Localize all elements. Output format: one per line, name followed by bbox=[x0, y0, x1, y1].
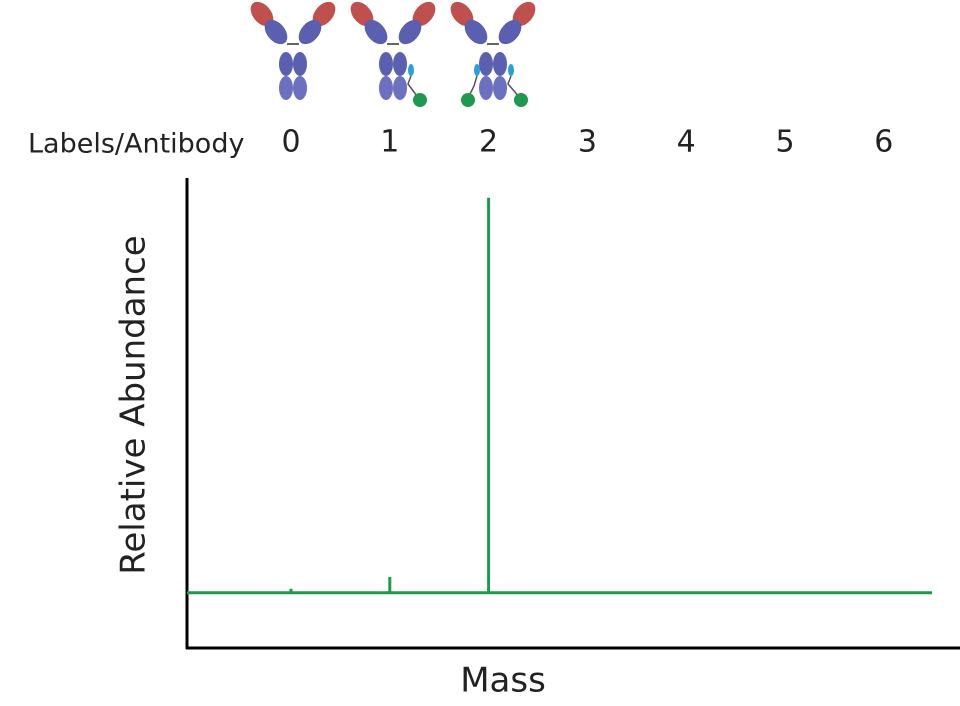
x-tick-label: 3 bbox=[578, 125, 597, 160]
label-dot bbox=[413, 93, 427, 107]
label-dot bbox=[514, 93, 528, 107]
antibody-icon bbox=[245, 0, 341, 102]
x-tick-label: 1 bbox=[380, 125, 399, 160]
linker bbox=[474, 64, 480, 76]
antibody-illustrations bbox=[245, 0, 541, 107]
x-tick-label: 4 bbox=[677, 125, 696, 160]
linker bbox=[408, 64, 414, 76]
x-tick-label: 0 bbox=[281, 125, 300, 160]
x-label: Labels/Antibody bbox=[28, 129, 244, 160]
x-tick-label: 5 bbox=[775, 125, 794, 160]
label-dot bbox=[461, 93, 475, 107]
antibody-icon bbox=[345, 0, 441, 102]
x-axis-title: Mass bbox=[460, 661, 546, 701]
x-tick-label: 6 bbox=[874, 125, 893, 160]
antibody-icon bbox=[445, 0, 541, 102]
y-axis-title: Relative Abundance bbox=[114, 235, 154, 574]
linker bbox=[508, 64, 514, 76]
x-tick-label: 2 bbox=[479, 125, 498, 160]
